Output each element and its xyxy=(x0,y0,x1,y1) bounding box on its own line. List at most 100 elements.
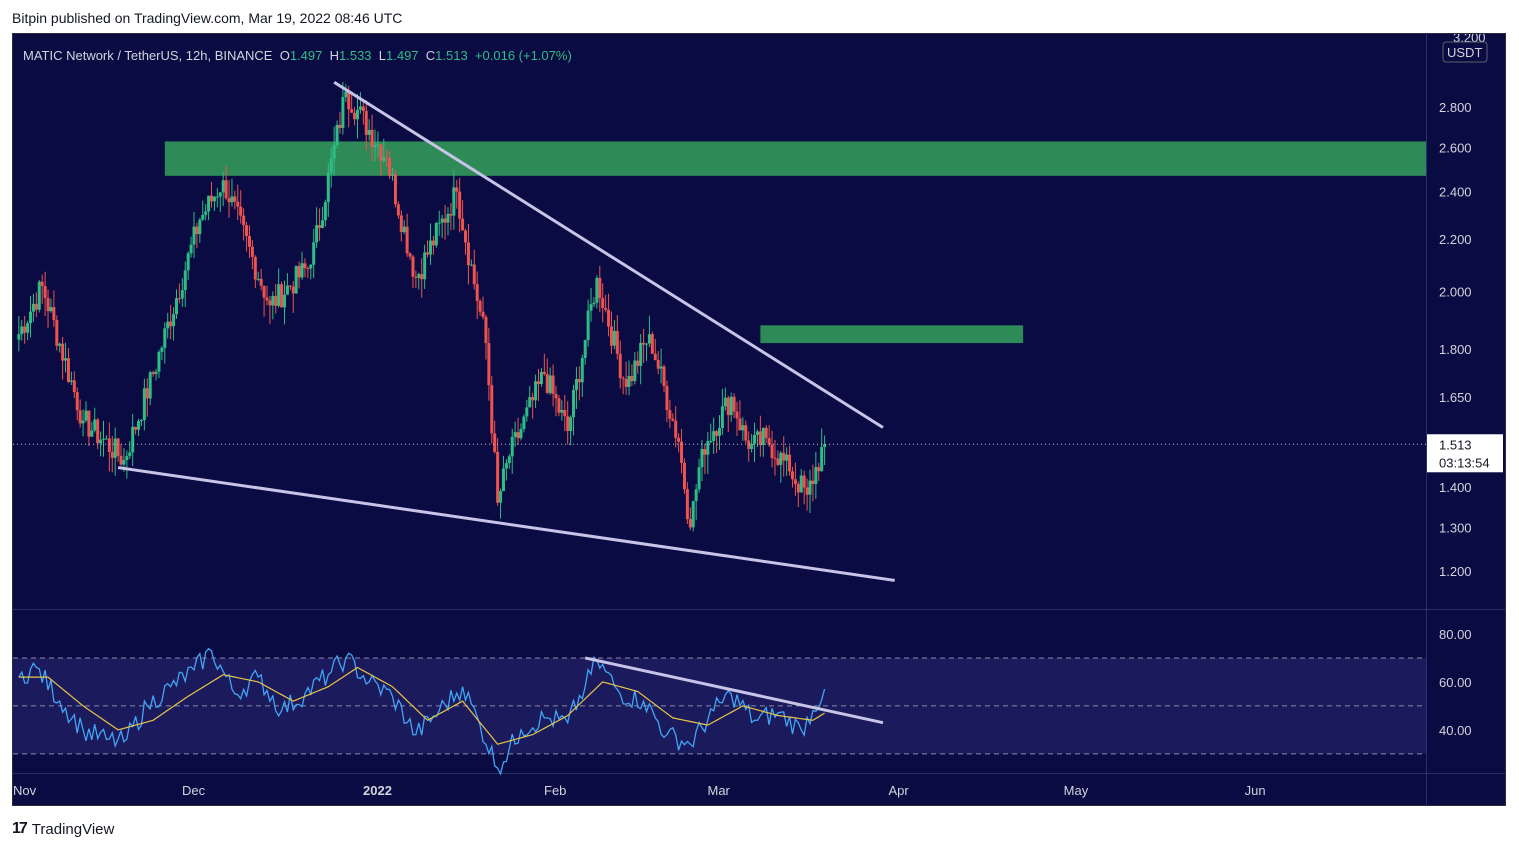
candle-up[interactable] xyxy=(186,253,190,271)
candle-down[interactable] xyxy=(636,360,640,366)
candle-down[interactable] xyxy=(239,206,243,216)
candle-up[interactable] xyxy=(174,298,178,315)
candle-up[interactable] xyxy=(64,358,68,361)
candle-down[interactable] xyxy=(671,418,675,421)
footer-brand[interactable]: 17 TradingView xyxy=(12,820,114,838)
candle-up[interactable] xyxy=(215,196,219,198)
candle-down[interactable] xyxy=(703,448,707,455)
candle-up[interactable] xyxy=(647,334,651,344)
candle-down[interactable] xyxy=(306,268,310,270)
rsi-moving-average-line[interactable] xyxy=(18,666,825,745)
candle-up[interactable] xyxy=(102,438,106,440)
candle-down[interactable] xyxy=(66,358,70,382)
candle-down[interactable] xyxy=(788,454,792,472)
candle-up[interactable] xyxy=(428,240,432,255)
candle-up[interactable] xyxy=(755,431,759,435)
candle-up[interactable] xyxy=(125,456,129,461)
candle-down[interactable] xyxy=(478,301,482,312)
trendline-upper[interactable] xyxy=(333,81,884,429)
candle-down[interactable] xyxy=(247,236,251,247)
chart-frame[interactable]: MATIC Network / TetherUS, 12h, BINANCE O… xyxy=(12,33,1506,806)
candle-up[interactable] xyxy=(309,264,313,269)
candle-down[interactable] xyxy=(551,375,555,394)
candle-up[interactable] xyxy=(221,180,225,193)
candle-down[interactable] xyxy=(393,174,397,205)
candle-down[interactable] xyxy=(685,489,689,520)
candle-down[interactable] xyxy=(688,519,692,528)
candle-down[interactable] xyxy=(773,457,777,459)
candle-down[interactable] xyxy=(475,284,479,302)
candle-up[interactable] xyxy=(81,420,85,424)
candle-up[interactable] xyxy=(256,278,260,280)
candle-up[interactable] xyxy=(633,360,637,382)
candle-down[interactable] xyxy=(577,379,581,383)
candle-down[interactable] xyxy=(545,374,549,393)
candle-down[interactable] xyxy=(466,242,470,266)
candle-up[interactable] xyxy=(391,174,395,176)
candle-down[interactable] xyxy=(563,409,567,417)
candle-down[interactable] xyxy=(811,480,815,485)
candle-down[interactable] xyxy=(338,124,342,128)
candle-up[interactable] xyxy=(592,302,596,305)
candle-up[interactable] xyxy=(718,427,721,436)
candle-up[interactable] xyxy=(26,323,30,333)
candle-down[interactable] xyxy=(674,420,678,438)
candle-down[interactable] xyxy=(682,462,686,490)
candle-up[interactable] xyxy=(17,334,21,340)
candle-up[interactable] xyxy=(761,427,765,445)
candle-up[interactable] xyxy=(367,129,371,135)
candle-up[interactable] xyxy=(525,407,529,417)
candle-up[interactable] xyxy=(446,213,450,223)
candle-up[interactable] xyxy=(709,440,713,442)
candle-down[interactable] xyxy=(87,410,91,437)
candle-down[interactable] xyxy=(735,411,739,419)
candle-down[interactable] xyxy=(744,425,748,441)
candle-up[interactable] xyxy=(423,252,427,280)
candle-down[interactable] xyxy=(253,256,257,280)
candle-down[interactable] xyxy=(119,455,123,465)
candle-up[interactable] xyxy=(691,501,695,528)
candle-down[interactable] xyxy=(490,385,494,434)
candle-down[interactable] xyxy=(566,416,570,432)
candle-up[interactable] xyxy=(160,347,164,352)
candle-down[interactable] xyxy=(411,256,415,277)
candle-up[interactable] xyxy=(198,219,202,235)
candle-up[interactable] xyxy=(499,491,503,503)
candle-down[interactable] xyxy=(361,106,365,111)
candle-up[interactable] xyxy=(382,157,386,161)
candle-up[interactable] xyxy=(323,202,327,221)
candle-down[interactable] xyxy=(364,110,368,135)
candle-down[interactable] xyxy=(233,196,237,202)
candle-up[interactable] xyxy=(820,446,824,472)
candle-down[interactable] xyxy=(350,109,354,113)
candle-up[interactable] xyxy=(612,330,616,346)
candle-down[interactable] xyxy=(662,366,666,387)
resistance-zone-2[interactable] xyxy=(760,325,1024,344)
candle-up[interactable] xyxy=(779,452,783,465)
candle-down[interactable] xyxy=(259,278,263,286)
candle-down[interactable] xyxy=(370,129,374,147)
candle-up[interactable] xyxy=(697,467,701,490)
candle-down[interactable] xyxy=(680,441,684,463)
candle-up[interactable] xyxy=(595,277,599,303)
candle-up[interactable] xyxy=(376,144,380,146)
candle-up[interactable] xyxy=(437,222,441,224)
candle-down[interactable] xyxy=(399,215,403,232)
candle-down[interactable] xyxy=(177,298,181,300)
candle-up[interactable] xyxy=(501,468,505,492)
candle-down[interactable] xyxy=(609,326,613,346)
candle-down[interactable] xyxy=(650,334,654,354)
candle-down[interactable] xyxy=(738,418,742,431)
candle-down[interactable] xyxy=(536,381,540,385)
candle-down[interactable] xyxy=(280,284,284,308)
candle-up[interactable] xyxy=(507,456,511,464)
candle-down[interactable] xyxy=(817,467,821,472)
candle-up[interactable] xyxy=(823,444,827,447)
candle-up[interactable] xyxy=(122,460,126,465)
candle-down[interactable] xyxy=(802,475,806,488)
candle-down[interactable] xyxy=(554,393,558,399)
candle-down[interactable] xyxy=(677,437,681,442)
candle-up[interactable] xyxy=(583,340,587,359)
candle-up[interactable] xyxy=(139,420,143,422)
candle-up[interactable] xyxy=(723,397,727,407)
